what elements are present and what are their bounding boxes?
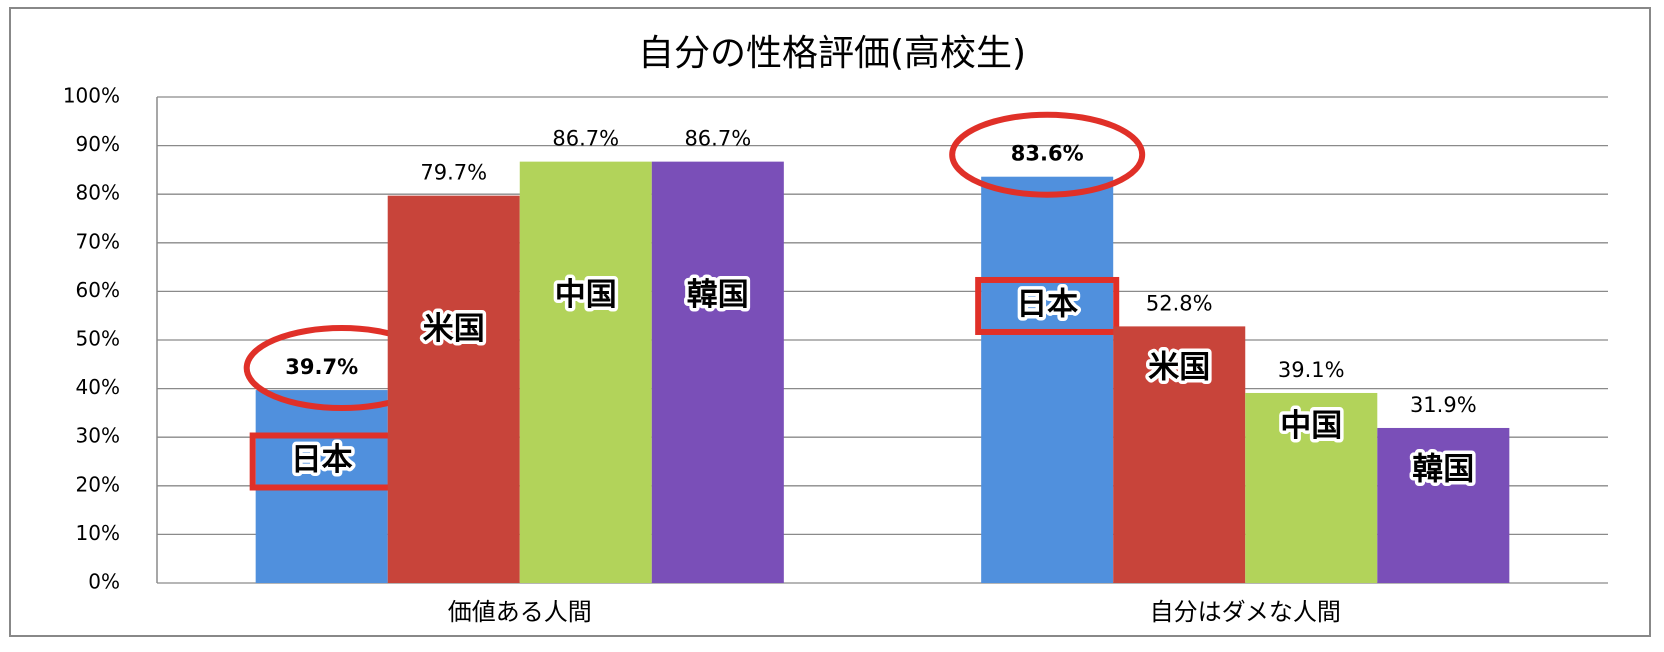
y-tick-label: 90% [76, 132, 120, 156]
value-label: 83.6% [1011, 142, 1084, 166]
bar [1377, 427, 1510, 583]
series-name: 日本 [291, 442, 353, 478]
highlight-ellipse [949, 111, 1146, 198]
bar [387, 195, 520, 583]
series-name: 中国 [555, 277, 617, 313]
bar [519, 161, 652, 583]
y-tick-label: 70% [76, 229, 120, 253]
highlight-box [975, 276, 1120, 335]
value-label: 39.1% [1278, 358, 1345, 382]
x-tick-label: 自分はダメな人間 [1150, 598, 1341, 626]
y-tick-label: 80% [76, 181, 120, 205]
value-label: 79.7% [420, 161, 487, 185]
x-tick-label: 価値ある人間 [448, 598, 592, 626]
y-tick-label: 100% [63, 84, 120, 108]
value-label: 86.7% [552, 127, 619, 151]
y-tick-label: 20% [76, 472, 120, 496]
y-tick-label: 10% [76, 521, 120, 545]
y-tick-label: 60% [76, 278, 120, 302]
bar [1113, 326, 1246, 583]
y-tick-label: 0% [88, 570, 120, 594]
value-label: 39.7% [285, 355, 358, 379]
bar [651, 161, 784, 583]
bar [1245, 392, 1378, 583]
series-name: 米国 [1148, 350, 1210, 386]
series-name: 韓国 [687, 277, 749, 313]
y-tick-label: 50% [76, 327, 120, 351]
y-tick-label: 40% [76, 375, 120, 399]
series-name: 韓国 [1412, 452, 1474, 488]
chart-title: 自分の性格評価(高校生) [638, 33, 1026, 74]
bar [981, 176, 1114, 584]
value-label: 86.7% [684, 127, 751, 151]
value-label: 31.9% [1410, 393, 1477, 417]
series-name: 米国 [423, 311, 485, 347]
series-name: 日本 [1016, 286, 1078, 322]
value-label: 52.8% [1146, 291, 1213, 315]
series-name: 中国 [1280, 408, 1342, 444]
y-tick-label: 30% [76, 424, 120, 448]
